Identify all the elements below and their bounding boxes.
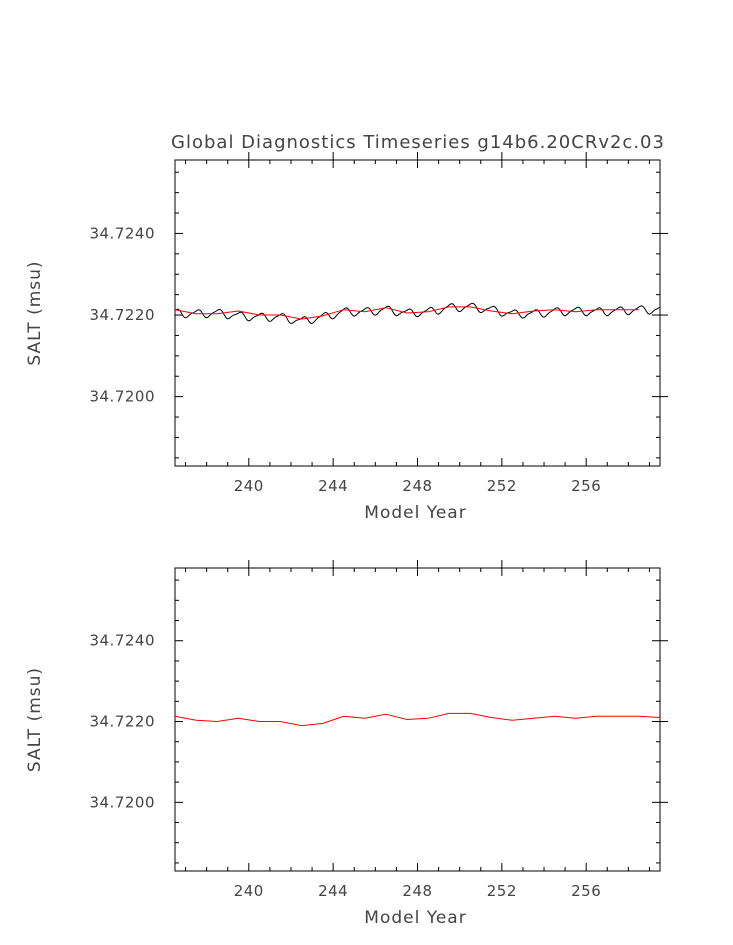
annual-series-line xyxy=(174,306,639,320)
x-axis-label: Model Year xyxy=(364,503,466,523)
x-tick-label: 256 xyxy=(571,882,601,900)
x-tick-label: 240 xyxy=(234,882,264,900)
y-axis-label: SALT (msu) xyxy=(25,667,45,772)
top-panel: 240 244 248 252 256 34.7200 34.7220 34.7240 Mode… xyxy=(25,152,668,523)
x-tick-label: 248 xyxy=(402,477,432,495)
x-tick-label: 240 xyxy=(234,477,264,495)
x-tick-label: 256 xyxy=(571,477,601,495)
x-tick-label: 252 xyxy=(487,477,517,495)
annual-series-line xyxy=(174,712,661,727)
y-tick-label: 34.7200 xyxy=(89,793,155,811)
x-axis-label: Model Year xyxy=(364,908,466,928)
y-axis-label: SALT (msu) xyxy=(25,260,45,365)
y-tick-label: 34.7200 xyxy=(89,388,155,406)
x-tick-label: 252 xyxy=(487,882,517,900)
x-tick-label: 248 xyxy=(402,882,432,900)
figure-title: Global Diagnostics Timeseries g14b6.20CR… xyxy=(171,132,665,153)
y-tick-label: 34.7220 xyxy=(89,306,155,324)
bottom-panel: 240 244 248 252 256 34.7200 34.7220 34.7240 Mode… xyxy=(25,560,668,928)
x-tick-label: 244 xyxy=(318,477,348,495)
monthly-series-line xyxy=(174,302,661,324)
y-tick-label: 34.7240 xyxy=(89,632,155,650)
y-tick-label: 34.7220 xyxy=(89,713,155,731)
y-tick-label: 34.7240 xyxy=(89,224,155,242)
x-tick-label: 244 xyxy=(318,882,348,900)
